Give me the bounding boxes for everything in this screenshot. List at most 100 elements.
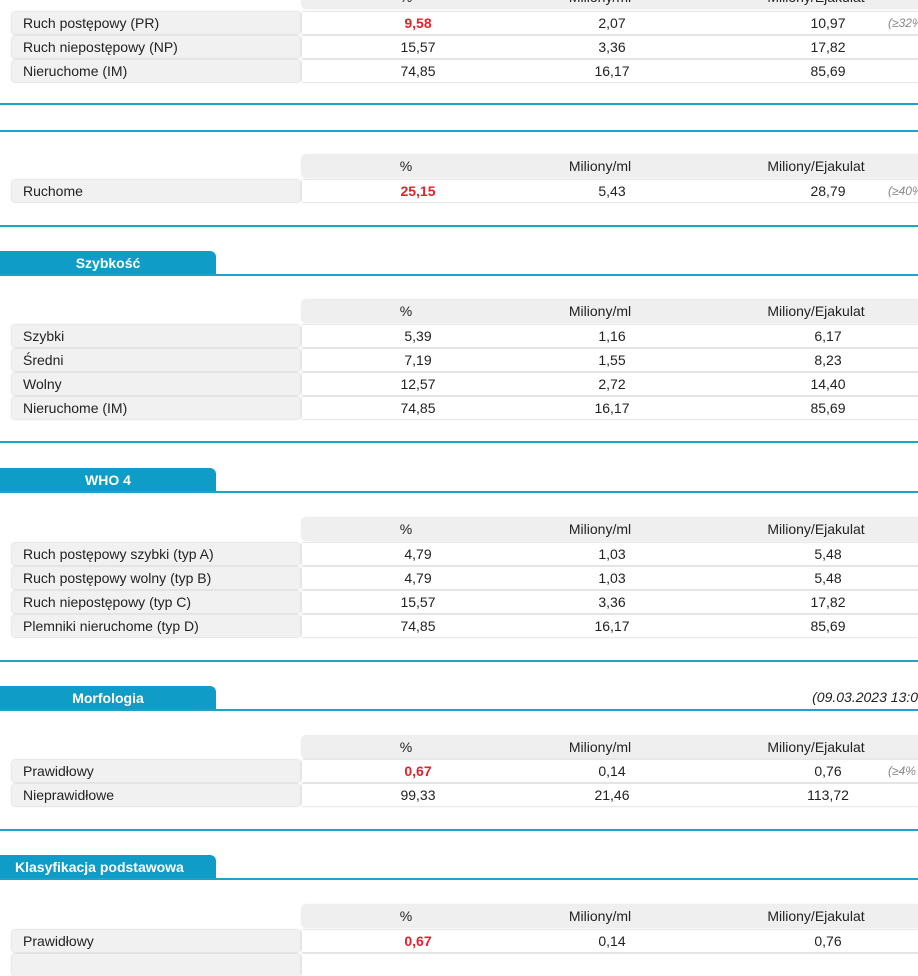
column-header: % [326,0,486,8]
table-row: Plemniki nieruchome (typ D) 74,85 16,17 85,… [12,615,918,637]
value-million-per-ejaculate: 5,48 [814,570,842,586]
row-values: 15,57 3,36 17,82 [302,36,918,58]
value-percent: 0,67 [404,933,432,949]
value-million-per-ejaculate: 85,69 [810,63,846,79]
table-row: Ruch postępowy szybki (typ A) 4,79 1,03 5,4… [12,543,918,565]
table-row: Ruchome 25,15 5,43 28,79 (≥40% [12,180,918,202]
table-row: Prawidłowy 0,67 0,14 0,76 (≥4% [12,760,918,782]
section-divider [0,829,918,831]
row-values: 12,57 2,72 14,40 [302,373,918,395]
table-header: % Miliony/ml Miliony/Ejakulat [302,155,918,177]
table-row: Prawidłowy 0,67 0,14 0,76 [12,930,918,952]
value-million-per-ejaculate: 14,40 [810,376,846,392]
row-label: Ruch postępowy (PR) [12,12,300,34]
column-header: % [399,908,413,924]
table-row: Ruch niepostępowy (NP) 15,57 3,36 17,82 [12,36,918,58]
row-values: 0,67 0,14 0,76 (≥4% [302,760,918,782]
value-percent: 4,79 [404,570,432,586]
value-percent: 99,33 [400,787,436,803]
value-million-per-ml: 16,17 [594,618,630,634]
section-tab: Szybkość [0,251,216,275]
value-million-per-ejaculate: 6,17 [814,328,842,344]
column-header: Miliony/ml [568,908,632,924]
row-label: Plemniki nieruchome (typ D) [12,615,300,637]
value-million-per-ejaculate: 85,69 [810,400,846,416]
table-row: Ruch postępowy wolny (typ B) 4,79 1,03 5,48 [12,567,918,589]
table-row: Ruch postępowy (PR) 9,58 2,07 10,97 (≥32% [12,12,918,34]
section-divider [0,103,918,105]
value-million-per-ejaculate: 0,76 [814,763,842,779]
column-header: % [399,158,413,174]
row-label: Prawidłowy [12,930,300,952]
section-divider [0,441,918,443]
table-row: Nieruchome (IM) 74,85 16,17 85,69 [12,397,918,419]
value-million-per-ml: 2,72 [598,376,626,392]
value-million-per-ejaculate: 85,69 [810,618,846,634]
column-header: Miliony/Ejakulat [767,303,865,319]
table-row: Nieruchome (IM) 74,85 16,17 85,69 [12,60,918,82]
row-values: 5,39 1,16 6,17 [302,325,918,347]
value-million-per-ejaculate: 8,23 [814,352,842,368]
value-million-per-ejaculate: 10,97 [810,15,846,31]
reference-range: (≥4% [888,764,916,778]
section-divider [0,709,918,711]
value-million-per-ml: 21,46 [594,787,630,803]
value-million-per-ejaculate: 5,48 [814,546,842,562]
row-label: Ruch niepostępowy (NP) [12,36,300,58]
value-percent: 7,19 [404,352,432,368]
value-percent: 74,85 [400,618,436,634]
row-label [12,954,300,976]
row-label: Ruch postępowy wolny (typ B) [12,567,300,589]
value-million-per-ejaculate: 17,82 [810,39,846,55]
value-percent: 74,85 [400,400,436,416]
section-tab: WHO 4 [0,468,216,492]
column-header: Miliony/Ejakulat [767,158,865,174]
row-values: 9,58 2,07 10,97 (≥32% [302,12,918,34]
row-values: 4,79 1,03 5,48 [302,567,918,589]
column-header: Miliony/ml [520,0,680,8]
column-header: Miliony/ml [568,158,632,174]
section-divider [0,274,918,276]
row-values: 74,85 16,17 85,69 [302,397,918,419]
row-values: 74,85 16,17 85,69 [302,60,918,82]
row-label: Nieruchome (IM) [12,397,300,419]
row-values: 0,67 0,14 0,76 [302,930,918,952]
section-divider [0,225,918,227]
value-million-per-ml: 1,55 [598,352,626,368]
column-header: Miliony/ml [568,303,632,319]
row-label: Wolny [12,373,300,395]
value-percent: 15,57 [400,594,436,610]
row-label: Ruchome [12,180,300,202]
value-million-per-ejaculate: 17,82 [810,594,846,610]
value-percent: 9,58 [404,15,432,31]
table-row [12,954,918,976]
value-million-per-ml: 2,07 [598,15,626,31]
table-header: % Miliony/ml Miliony/Ejakulat [302,736,918,758]
value-million-per-ml: 0,14 [598,933,626,949]
table-row: Średni 7,19 1,55 8,23 [12,349,918,371]
value-million-per-ejaculate: 28,79 [810,183,846,199]
value-percent: 25,15 [400,183,436,199]
row-values: 7,19 1,55 8,23 [302,349,918,371]
row-values: 99,33 21,46 113,72 [302,784,918,806]
table-row: Nieprawidłowe 99,33 21,46 113,72 [12,784,918,806]
value-million-per-ml: 3,36 [598,39,626,55]
section-tab: Morfologia [0,686,216,710]
value-million-per-ml: 16,17 [594,400,630,416]
value-percent: 15,57 [400,39,436,55]
value-million-per-ml: 3,36 [598,594,626,610]
value-million-per-ml: 1,03 [598,570,626,586]
column-header: % [399,303,413,319]
table-row: Ruch niepostępowy (typ C) 15,57 3,36 17,82 [12,591,918,613]
value-million-per-ml: 5,43 [598,183,626,199]
row-label: Ruch niepostępowy (typ C) [12,591,300,613]
row-label: Ruch postępowy szybki (typ A) [12,543,300,565]
table-header: % Miliony/ml Miliony/Ejakulat [302,300,918,322]
value-million-per-ml: 16,17 [594,63,630,79]
row-label: Nieruchome (IM) [12,60,300,82]
section-divider [0,491,918,493]
row-label: Szybki [12,325,300,347]
column-header: Miliony/Ejakulat [767,908,865,924]
column-header: Miliony/ml [568,521,632,537]
section-tab: Klasyfikacja podstawowa [0,855,216,879]
